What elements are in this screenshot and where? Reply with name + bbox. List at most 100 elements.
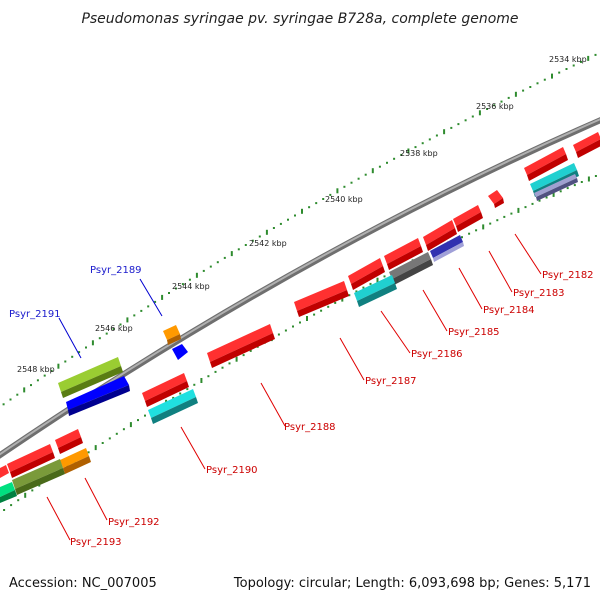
gene-feature[interactable] xyxy=(348,258,385,290)
major-tick xyxy=(301,208,303,214)
minor-tick xyxy=(299,321,301,324)
minor-tick xyxy=(378,165,381,168)
minor-tick xyxy=(292,325,294,328)
major-tick xyxy=(407,148,410,154)
major-tick xyxy=(376,277,379,283)
gene-label[interactable]: Psyr_2192 xyxy=(108,517,160,528)
minor-tick xyxy=(16,393,19,396)
gene-feature[interactable] xyxy=(207,324,275,368)
minor-tick xyxy=(181,283,184,286)
minor-tick xyxy=(186,388,189,391)
minor-tick xyxy=(31,489,34,492)
scale-ticks-outer xyxy=(2,53,597,406)
gene-feature[interactable] xyxy=(12,459,65,495)
major-tick xyxy=(587,176,590,182)
gene-feature[interactable] xyxy=(354,275,397,307)
gene-feature[interactable] xyxy=(453,205,483,232)
gene-label[interactable]: Psyr_2187 xyxy=(365,376,417,387)
minor-tick xyxy=(279,222,282,225)
gene-feature[interactable] xyxy=(58,357,123,398)
gene-feature[interactable] xyxy=(7,444,55,478)
minor-tick xyxy=(322,198,325,200)
gene-feature[interactable] xyxy=(534,174,578,201)
minor-tick xyxy=(572,64,575,67)
major-tick xyxy=(336,188,339,194)
minor-tick xyxy=(580,181,583,183)
minor-tick xyxy=(531,202,534,205)
kbp-label: 2538 kbp xyxy=(400,149,438,158)
gene-label[interactable]: Psyr_2184 xyxy=(483,305,535,316)
gene-feature[interactable] xyxy=(389,252,433,285)
minor-tick xyxy=(471,115,474,118)
minor-tick xyxy=(500,100,503,103)
gene-feature[interactable] xyxy=(524,147,568,181)
minor-tick xyxy=(329,193,332,196)
gene-feature[interactable] xyxy=(0,482,17,503)
gene-label[interactable]: Psyr_2182 xyxy=(542,270,594,281)
minor-tick xyxy=(287,218,289,221)
gene-feature[interactable] xyxy=(423,220,457,251)
gene-label[interactable]: Psyr_2183 xyxy=(513,288,565,299)
gene-label[interactable]: Psyr_2191 xyxy=(9,309,61,320)
minor-tick xyxy=(272,227,275,229)
major-tick xyxy=(230,251,233,257)
minor-tick xyxy=(284,329,287,332)
kbp-label: 2544 kbp xyxy=(172,282,210,291)
minor-tick xyxy=(315,202,318,205)
kbp-label: 2548 kbp xyxy=(17,365,55,374)
major-tick xyxy=(94,445,97,451)
minor-tick xyxy=(251,239,254,242)
minor-tick xyxy=(147,305,150,308)
kbp-label: 2536 kbp xyxy=(476,102,514,111)
minor-tick xyxy=(115,432,118,435)
minor-tick xyxy=(414,146,417,149)
gene-features xyxy=(0,132,600,503)
minor-tick xyxy=(450,126,453,129)
minor-tick xyxy=(108,437,111,440)
minor-tick xyxy=(334,301,337,304)
major-tick xyxy=(514,91,517,97)
gene-label[interactable]: Psyr_2190 xyxy=(206,465,258,476)
gene-feature[interactable] xyxy=(573,132,600,158)
minor-tick xyxy=(207,375,210,378)
minor-tick xyxy=(223,256,226,259)
gene-label[interactable]: Psyr_2185 xyxy=(448,327,500,338)
minor-tick xyxy=(421,142,424,145)
gene-feature[interactable] xyxy=(142,373,189,407)
gene-feature[interactable] xyxy=(384,238,423,270)
major-tick xyxy=(341,296,344,302)
minor-tick xyxy=(105,332,108,335)
gene-feature[interactable] xyxy=(430,235,464,262)
major-tick xyxy=(195,272,198,278)
minor-tick xyxy=(393,157,396,160)
minor-tick xyxy=(179,392,182,395)
major-tick xyxy=(126,317,129,323)
gene-feature[interactable] xyxy=(55,429,83,454)
gene-label[interactable]: Psyr_2188 xyxy=(284,422,336,433)
gene-label[interactable]: Psyr_2193 xyxy=(70,537,122,548)
minor-tick xyxy=(529,86,532,88)
minor-tick xyxy=(313,313,316,316)
gene-feature[interactable] xyxy=(172,344,188,360)
minor-tick xyxy=(237,248,240,251)
gene-feature[interactable] xyxy=(0,465,9,478)
minor-tick xyxy=(50,369,53,372)
gene-label[interactable]: Psyr_2186 xyxy=(411,349,463,360)
minor-tick xyxy=(496,219,499,222)
gene-feature[interactable] xyxy=(163,325,181,345)
gene-feature[interactable] xyxy=(148,389,198,424)
minor-tick xyxy=(510,212,513,215)
major-tick xyxy=(57,363,60,369)
gene-feature[interactable] xyxy=(66,376,130,416)
minor-tick xyxy=(133,314,136,317)
gene-label[interactable]: Psyr_2189 xyxy=(90,265,142,276)
minor-tick xyxy=(277,333,280,336)
major-tick xyxy=(517,207,520,213)
minor-tick xyxy=(486,108,489,110)
gene-feature[interactable] xyxy=(60,448,91,474)
gene-feature[interactable] xyxy=(294,281,349,317)
gene-labels: Psyr_2182 Psyr_2183 Psyr_2184 Psyr_2185 … xyxy=(9,265,594,548)
minor-tick xyxy=(308,206,311,209)
minor-tick xyxy=(71,355,74,358)
gene-feature[interactable] xyxy=(488,190,504,208)
